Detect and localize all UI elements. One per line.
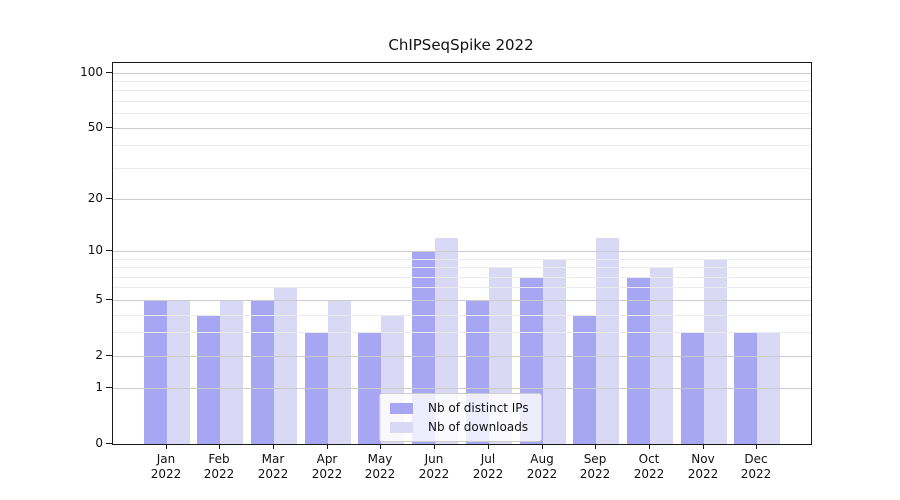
y-tick-label-100: 100 — [80, 65, 103, 79]
bar-downloads-mar — [274, 287, 297, 444]
major-gridline-5 — [113, 300, 811, 301]
minor-gridline-8 — [113, 267, 811, 268]
major-gridline-2 — [113, 356, 811, 357]
x-tick-jan — [166, 444, 167, 449]
x-tick-nov — [703, 444, 704, 449]
minor-gridline-3 — [113, 332, 811, 333]
x-tick-jul — [488, 444, 489, 449]
x-tick-aug — [542, 444, 543, 449]
legend-item-downloads: Nb of downloads — [390, 420, 529, 434]
legend-label-downloads: Nb of downloads — [428, 420, 529, 434]
x-tick-feb — [219, 444, 220, 449]
bar-downloads-jun — [435, 238, 458, 444]
y-tick-label-50: 50 — [87, 120, 103, 134]
legend-item-distinct-ips: Nb of distinct IPs — [390, 401, 529, 415]
minor-gridline-4 — [113, 315, 811, 316]
bar-downloads-jan — [167, 300, 190, 444]
plot-area: Nb of distinct IPs Nb of downloads — [112, 62, 812, 445]
y-tick-5 — [106, 299, 112, 300]
bar-ips-sep — [573, 315, 596, 444]
minor-gridline-9 — [113, 259, 811, 260]
y-tick-2 — [106, 355, 112, 356]
x-tick-label-jun: Jun 2022 — [418, 452, 450, 481]
minor-gridline-7 — [113, 277, 811, 278]
x-tick-dec — [756, 444, 757, 449]
grid-layer — [113, 63, 811, 444]
y-tick-label-2: 2 — [95, 348, 103, 362]
bar-downloads-apr — [328, 300, 351, 444]
bar-downloads-aug — [543, 259, 566, 444]
bar-downloads-feb — [220, 300, 243, 444]
minor-gridline-80 — [113, 90, 811, 91]
y-tick-100 — [106, 72, 112, 73]
legend: Nb of distinct IPs Nb of downloads — [379, 393, 542, 442]
bar-ips-feb — [197, 315, 220, 444]
y-tick-20 — [106, 198, 112, 199]
x-tick-label-may: May 2022 — [364, 452, 396, 481]
bar-downloads-oct — [650, 267, 673, 444]
legend-swatch-distinct-ips — [390, 402, 413, 414]
major-gridline-50 — [113, 128, 811, 129]
minor-gridline-6 — [113, 287, 811, 288]
bar-ips-mar — [251, 300, 274, 444]
x-tick-label-dec: Dec 2022 — [740, 452, 772, 481]
y-tick-label-5: 5 — [95, 292, 103, 306]
x-tick-label-sep: Sep 2022 — [579, 452, 611, 481]
bar-downloads-nov — [704, 259, 727, 444]
x-tick-label-aug: Aug 2022 — [526, 452, 558, 481]
minor-gridline-40 — [113, 145, 811, 146]
bar-ips-oct — [627, 277, 650, 444]
x-tick-oct — [649, 444, 650, 449]
minor-gridline-60 — [113, 113, 811, 114]
y-tick-label-20: 20 — [87, 191, 103, 205]
x-tick-label-oct: Oct 2022 — [633, 452, 665, 481]
minor-gridline-70 — [113, 101, 811, 102]
x-tick-may — [380, 444, 381, 449]
y-tick-50 — [106, 127, 112, 128]
y-tick-10 — [106, 250, 112, 251]
x-tick-label-jan: Jan 2022 — [150, 452, 182, 481]
x-tick-jun — [434, 444, 435, 449]
x-tick-sep — [595, 444, 596, 449]
x-tick-label-feb: Feb 2022 — [203, 452, 235, 481]
x-tick-apr — [327, 444, 328, 449]
legend-label-distinct-ips: Nb of distinct IPs — [428, 401, 529, 415]
minor-gridline-90 — [113, 81, 811, 82]
x-tick-mar — [273, 444, 274, 449]
y-tick-label-10: 10 — [87, 243, 103, 257]
major-gridline-1 — [113, 388, 811, 389]
y-tick-label-1: 1 — [95, 380, 103, 394]
minor-gridline-30 — [113, 168, 811, 169]
bar-downloads-sep — [596, 238, 619, 444]
y-tick-1 — [106, 387, 112, 388]
x-tick-label-mar: Mar 2022 — [257, 452, 289, 481]
bar-ips-jan — [144, 300, 167, 444]
major-gridline-10 — [113, 251, 811, 252]
x-tick-label-nov: Nov 2022 — [687, 452, 719, 481]
major-gridline-20 — [113, 199, 811, 200]
chart-title: ChIPSeqSpike 2022 — [388, 36, 534, 54]
x-tick-label-jul: Jul 2022 — [472, 452, 504, 481]
major-gridline-100 — [113, 73, 811, 74]
legend-swatch-downloads — [390, 421, 413, 433]
y-tick-label-0: 0 — [95, 436, 103, 450]
x-tick-label-apr: Apr 2022 — [311, 452, 343, 481]
y-tick-0 — [106, 443, 112, 444]
